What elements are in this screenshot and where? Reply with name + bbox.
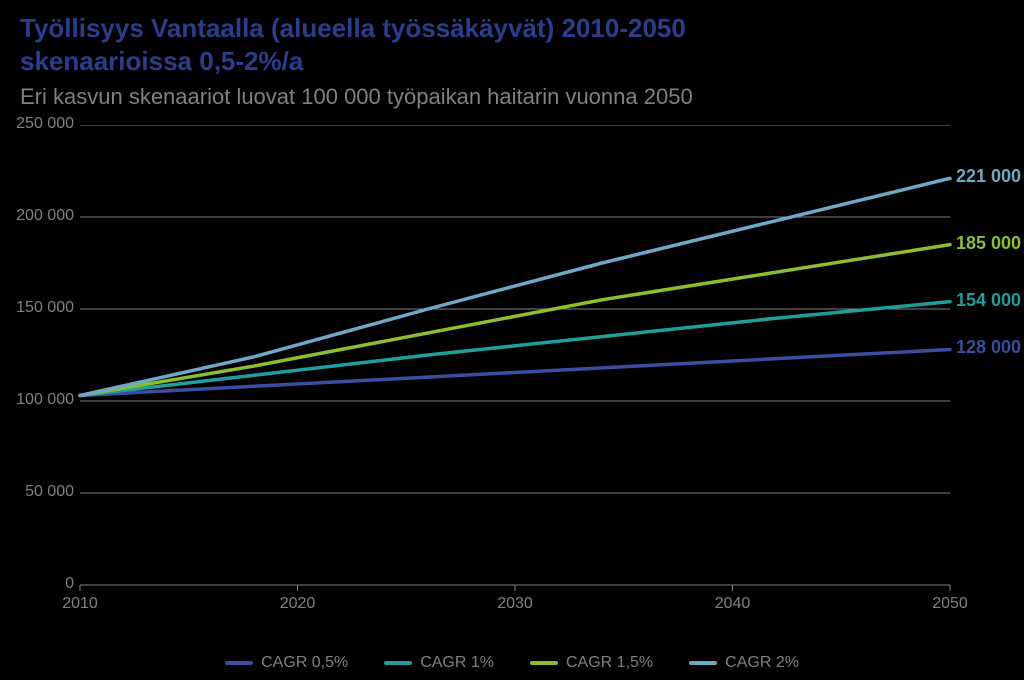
legend-swatch — [689, 661, 717, 665]
legend-swatch — [530, 661, 558, 665]
legend: CAGR 0,5% CAGR 1% CAGR 1,5% CAGR 2% — [0, 654, 1024, 672]
series-end-label: 221 000 — [956, 166, 1021, 187]
x-tick-label: 2030 — [490, 595, 540, 613]
y-tick-label: 50 000 — [14, 483, 74, 501]
y-tick-label: 150 000 — [14, 299, 74, 317]
legend-label: CAGR 1% — [420, 654, 494, 672]
chart-container: { "title_line1": "Työllisyys Vantaalla (… — [0, 0, 1024, 680]
chart-subtitle: Eri kasvun skenaariot luovat 100 000 työ… — [20, 84, 693, 110]
title-line-2: skenaarioissa 0,5-2%/a — [20, 46, 303, 76]
chart-title: Työllisyys Vantaalla (alueella työssäkäy… — [20, 12, 686, 77]
x-tick-label: 2010 — [55, 595, 105, 613]
legend-label: CAGR 2% — [725, 654, 799, 672]
series-end-label: 185 000 — [956, 233, 1021, 254]
legend-label: CAGR 0,5% — [261, 654, 348, 672]
y-tick-label: 200 000 — [14, 207, 74, 225]
series-end-label: 154 000 — [956, 290, 1021, 311]
line-chart — [15, 125, 1010, 625]
legend-swatch — [225, 661, 253, 665]
legend-swatch — [384, 661, 412, 665]
chart-area: 128 000154 000185 000221 000 050 000100 … — [15, 125, 1010, 625]
legend-label: CAGR 1,5% — [566, 654, 653, 672]
x-tick-label: 2020 — [273, 595, 323, 613]
y-tick-label: 0 — [14, 575, 74, 593]
legend-item-cagr20: CAGR 2% — [689, 654, 799, 672]
x-tick-label: 2040 — [708, 595, 758, 613]
x-tick-label: 2050 — [925, 595, 975, 613]
title-line-1: Työllisyys Vantaalla (alueella työssäkäy… — [20, 13, 686, 43]
y-tick-label: 100 000 — [14, 391, 74, 409]
legend-item-cagr15: CAGR 1,5% — [530, 654, 653, 672]
series-end-label: 128 000 — [956, 337, 1021, 358]
y-tick-label: 250 000 — [14, 115, 74, 133]
legend-item-cagr10: CAGR 1% — [384, 654, 494, 672]
legend-item-cagr05: CAGR 0,5% — [225, 654, 348, 672]
